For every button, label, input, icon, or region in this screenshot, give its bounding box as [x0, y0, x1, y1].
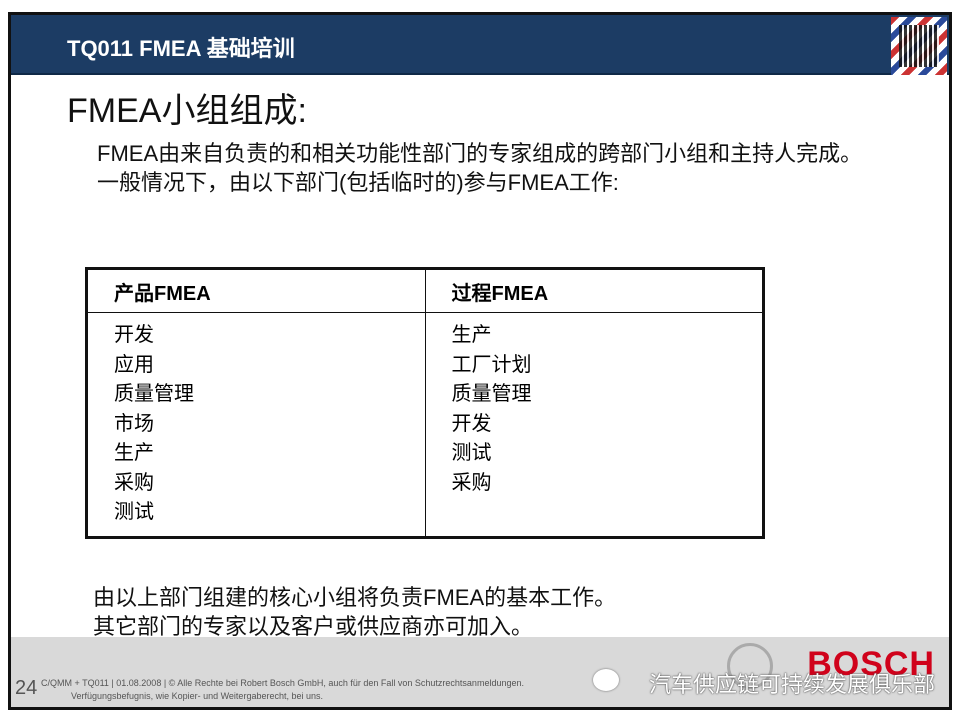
list-item: 开发 [451, 412, 492, 435]
intro-line: 一般情况下，由以下部门(包括临时的)参与FMEA工作: [97, 170, 619, 195]
outro-text: 由以上部门组建的核心小组将负责FMEA的基本工作。 其它部门的专家以及客户或供应… [93, 583, 616, 641]
list-item: 测试 [451, 442, 492, 464]
list-item: 生产 [451, 324, 492, 346]
list-item: 工厂计划 [451, 353, 532, 376]
process-fmea-departments: 生产 工厂计划 质量管理 开发 测试 采购 [425, 313, 764, 538]
department-table: 产品FMEA 过程FMEA 开发 应用 质量管理 市场 生产 采购 测试 生产 … [85, 267, 765, 539]
intro-text: FMEA由来自负责的和相关功能性部门的专家组成的跨部门小组和主持人完成。 一般情… [97, 139, 947, 197]
list-item: 采购 [451, 471, 492, 494]
page-number: 24 [15, 677, 38, 699]
qr-code-icon [891, 17, 947, 75]
list-item: 应用 [114, 353, 154, 376]
column-header-process-fmea: 过程FMEA [425, 268, 764, 313]
header-title: TQ011 FMEA 基础培训 [67, 36, 295, 61]
legal-notice: C/QMM + TQ011 | 01.08.2008 | © Alle Rech… [41, 677, 601, 703]
outro-line: 其它部门的专家以及客户或供应商亦可加入。 [93, 614, 534, 639]
watermark: 汽车供应链可持续发展俱乐部 [648, 672, 935, 697]
outro-line: 由以上部门组建的核心小组将负责FMEA的基本工作。 [93, 585, 617, 610]
bosch-armature-icon [727, 643, 773, 689]
column-header-product-fmea: 产品FMEA [86, 268, 426, 313]
page-title: FMEA小组组成: [67, 92, 307, 130]
list-item: 开发 [114, 324, 154, 346]
bosch-logo: BOSCH [807, 645, 935, 683]
legal-line: Verfügungsbefugnis, wie Kopier- und Weit… [71, 691, 323, 701]
legal-line: C/QMM + TQ011 | 01.08.2008 | © Alle Rech… [41, 678, 524, 688]
list-item: 测试 [114, 501, 154, 523]
header-bar: TQ011 FMEA 基础培训 [11, 15, 949, 75]
footer: 24 C/QMM + TQ011 | 01.08.2008 | © Alle R… [11, 637, 949, 707]
list-item: 生产 [114, 442, 154, 464]
list-item: 采购 [114, 471, 154, 494]
wechat-icon [593, 669, 619, 691]
list-item: 市场 [114, 412, 154, 435]
slide: TQ011 FMEA 基础培训 FMEA小组组成: FMEA由来自负责的和相关功… [8, 12, 952, 710]
list-item: 质量管理 [114, 383, 194, 405]
list-item: 质量管理 [451, 383, 532, 405]
intro-line: FMEA由来自负责的和相关功能性部门的专家组成的跨部门小组和主持人完成。 [97, 141, 863, 166]
product-fmea-departments: 开发 应用 质量管理 市场 生产 采购 测试 [86, 312, 426, 537]
